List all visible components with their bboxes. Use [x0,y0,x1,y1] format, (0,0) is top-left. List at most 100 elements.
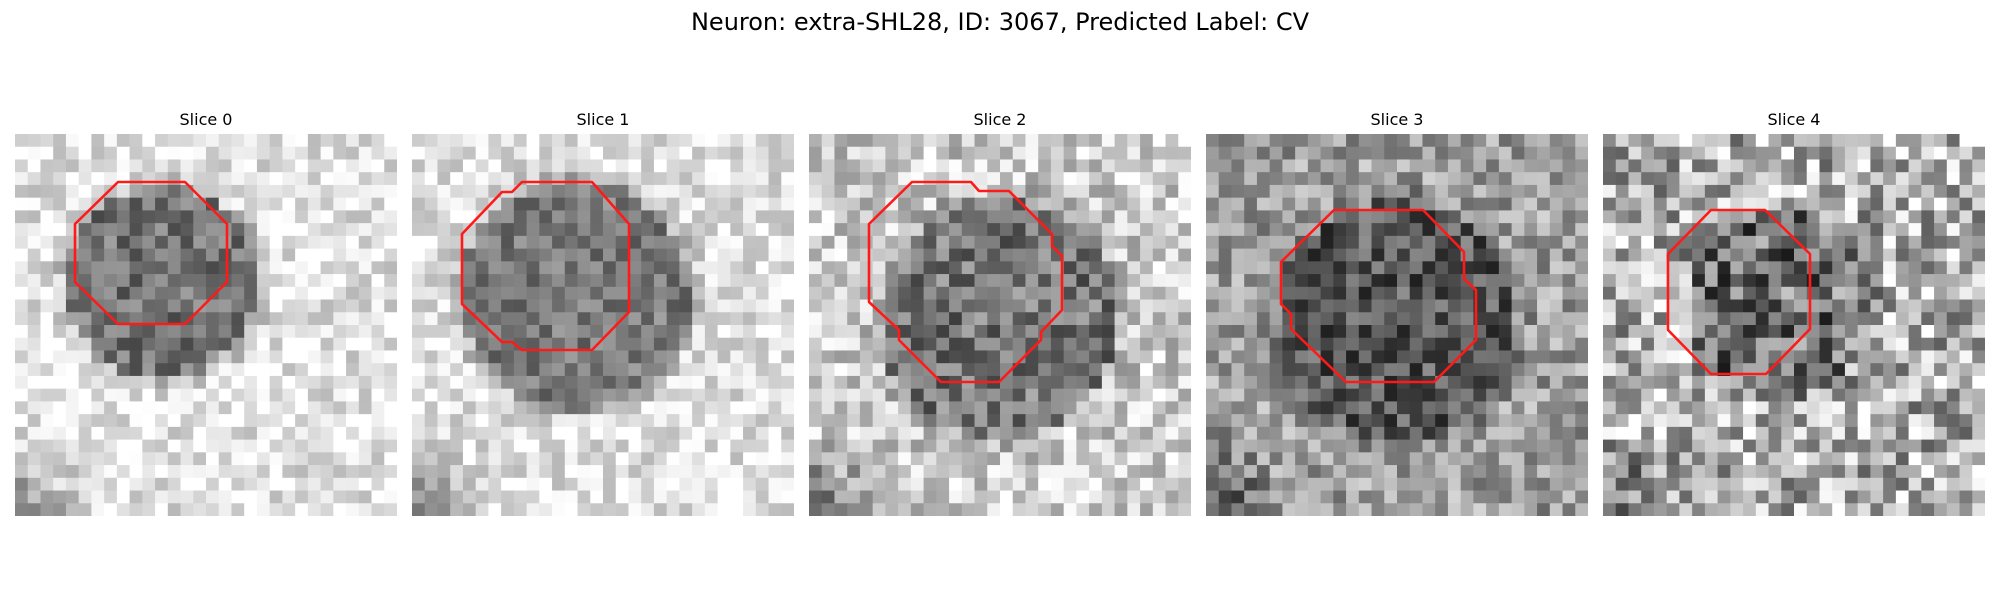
image-pixel [1692,375,1706,390]
image-pixel [1089,312,1103,326]
image-pixel [1358,286,1372,300]
image-pixel [1806,426,1820,440]
image-pixel [1486,159,1500,173]
image-pixel [1934,146,1948,160]
image-pixel [1063,414,1077,428]
image-pixel [501,223,515,237]
image-pixel [1934,184,1948,199]
image-pixel [295,465,309,479]
image-pixel [910,426,924,440]
image-pixel [1921,401,1935,415]
image-pixel [307,197,321,211]
image-pixel [1806,223,1820,237]
image-pixel [412,299,426,313]
image-pixel [320,274,334,288]
image-pixel [1946,134,1960,148]
image-pixel [1717,223,1731,237]
image-pixel [346,477,360,491]
image-pixel [1755,350,1769,364]
image-pixel [295,197,309,211]
image-pixel [1844,248,1859,262]
image-pixel [104,274,118,288]
image-pixel [730,337,744,351]
image-pixel [320,184,334,199]
image-pixel [256,452,271,466]
image-pixel [104,401,118,415]
image-pixel [1333,337,1347,351]
image-pixel [371,363,385,377]
image-pixel [872,375,886,390]
image-pixel [65,426,80,440]
image-pixel [53,426,67,440]
image-pixel [384,325,397,339]
image-pixel [1653,299,1668,313]
image-pixel [1895,337,1909,351]
image-pixel [1524,401,1538,415]
image-pixel [898,388,912,402]
image-pixel [358,184,372,199]
image-pixel [27,401,41,415]
image-pixel [40,184,54,199]
image-pixel [717,401,731,415]
image-pixel [1447,312,1462,326]
image-pixel [1857,325,1871,339]
image-pixel [488,248,502,262]
image-pixel [1114,375,1128,390]
image-pixel [1603,388,1617,402]
image-pixel [1895,452,1909,466]
image-pixel [269,146,283,160]
image-pixel [1870,465,1884,479]
image-pixel [244,197,258,211]
image-pixel [1679,146,1693,160]
image-pixel [936,223,950,237]
image-pixel [1755,210,1769,224]
image-pixel [1101,248,1115,262]
image-pixel [1422,401,1436,415]
image-pixel [40,312,54,326]
image-pixel [552,503,566,516]
image-pixel [15,375,29,390]
image-pixel [244,159,258,173]
image-pixel [1549,401,1563,415]
image-pixel [129,172,143,186]
image-pixel [910,477,924,491]
image-pixel [1295,159,1309,173]
image-pixel [1460,388,1474,402]
image-pixel [1358,172,1372,186]
image-pixel [1768,235,1782,249]
image-pixel [539,363,553,377]
image-pixel [1946,452,1960,466]
image-pixel [1165,325,1179,339]
image-pixel [1422,261,1436,275]
image-pixel [462,325,477,339]
image-pixel [1794,286,1808,300]
image-pixel [167,197,181,211]
image-pixel [1819,503,1833,516]
image-pixel [1473,503,1487,516]
image-pixel [1165,337,1179,351]
image-pixel [717,477,731,491]
image-pixel [371,337,385,351]
image-pixel [1152,375,1166,390]
image-pixel [231,363,245,377]
image-pixel [180,477,194,491]
image-pixel [1358,235,1372,249]
image-pixel [1794,184,1808,199]
image-pixel [53,274,67,288]
image-pixel [1256,184,1271,199]
image-pixel [104,452,118,466]
image-pixel [320,465,334,479]
image-pixel [513,325,527,339]
image-pixel [898,299,912,313]
image-pixel [1089,477,1103,491]
image-pixel [859,248,874,262]
image-pixel [104,146,118,160]
image-pixel [1524,172,1538,186]
image-pixel [936,426,950,440]
image-pixel [923,465,937,479]
image-pixel [1114,401,1128,415]
image-pixel [1921,414,1935,428]
image-pixel [577,274,591,288]
image-pixel [1832,503,1846,516]
image-pixel [27,337,41,351]
